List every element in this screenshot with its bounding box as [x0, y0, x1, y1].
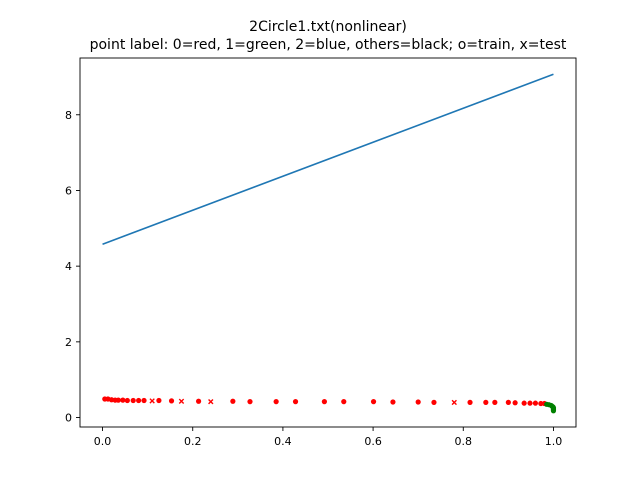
train-point-marker [292, 399, 299, 405]
plot-frame [79, 57, 577, 428]
test-point-marker [208, 398, 214, 405]
train-point-marker [538, 400, 544, 407]
train-point-marker [130, 397, 136, 404]
train-point-marker [341, 399, 347, 405]
train-point-marker [136, 397, 142, 404]
train-point-marker [168, 398, 175, 404]
train-point-marker [120, 397, 126, 403]
train-point-marker [492, 399, 498, 405]
plot-area: 0.0 0.2 0.4 0.6 0.8 1.0 0 2 4 6 8 [65, 57, 577, 448]
train-point-marker [512, 400, 518, 406]
test-point-marker [178, 398, 185, 404]
test-point-marker [149, 398, 155, 404]
y-tick-label: 6 [65, 184, 72, 197]
train-point-marker [195, 398, 202, 404]
train-point-marker [431, 399, 437, 405]
x-tick-label: 0.0 [94, 435, 112, 448]
train-point-marker [141, 397, 147, 404]
chart-title: 2Circle1.txt(nonlinear) [249, 19, 407, 35]
train-point-marker [550, 408, 557, 414]
train-point-marker [521, 400, 527, 406]
train-point-marker [415, 399, 421, 405]
test-point-marker [451, 399, 457, 406]
train-point-marker [321, 399, 327, 405]
train-point-marker [115, 397, 121, 403]
x-tick-label: 0.8 [455, 435, 473, 448]
x-tick-label: 0.2 [184, 435, 202, 448]
y-tick-label: 0 [65, 412, 72, 425]
train-point-marker [467, 399, 473, 405]
train-point-marker [505, 399, 511, 405]
y-tick-label: 8 [65, 109, 72, 122]
train-point-marker [370, 399, 377, 405]
train-point-marker [156, 397, 162, 404]
train-point-marker [532, 400, 539, 406]
train-point-marker [230, 398, 236, 404]
train-point-marker [483, 399, 489, 405]
x-tick-label: 0.6 [364, 435, 382, 448]
train-point-marker [390, 399, 396, 405]
x-tick-label: 1.0 [545, 435, 563, 448]
train-point-marker [124, 397, 130, 404]
train-point-marker [273, 399, 279, 405]
chart-subtitle: point label: 0=red, 1=green, 2=blue, oth… [90, 37, 567, 53]
x-tick-label: 0.4 [274, 435, 292, 448]
series-line [102, 73, 554, 245]
train-point-marker [247, 399, 253, 405]
train-point-marker [527, 400, 533, 406]
y-tick-label: 4 [65, 260, 72, 273]
y-tick-label: 2 [65, 336, 72, 349]
